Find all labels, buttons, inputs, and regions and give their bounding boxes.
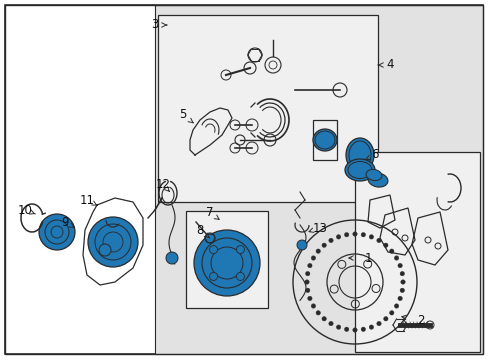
Circle shape (368, 235, 373, 239)
Text: 3: 3 (151, 18, 159, 31)
Text: 12: 12 (155, 179, 170, 192)
Circle shape (39, 214, 75, 250)
Ellipse shape (348, 141, 370, 169)
Circle shape (305, 271, 309, 276)
Circle shape (204, 233, 215, 243)
Circle shape (321, 243, 325, 247)
Text: 5: 5 (179, 108, 186, 122)
Text: 9: 9 (61, 216, 69, 229)
Circle shape (194, 230, 260, 296)
Circle shape (296, 240, 306, 250)
Circle shape (165, 252, 178, 264)
Circle shape (344, 233, 348, 237)
Text: 2: 2 (416, 314, 424, 327)
Circle shape (397, 296, 402, 301)
Bar (158, 15, 377, 202)
Circle shape (399, 288, 404, 293)
Bar (155, 5, 482, 354)
Circle shape (397, 264, 402, 268)
Circle shape (310, 256, 315, 260)
Circle shape (389, 249, 393, 253)
Circle shape (209, 273, 217, 280)
Circle shape (383, 243, 387, 247)
Circle shape (99, 244, 111, 256)
Circle shape (352, 328, 356, 332)
Circle shape (328, 321, 332, 326)
Circle shape (344, 327, 348, 332)
Circle shape (51, 226, 63, 238)
Circle shape (45, 220, 69, 244)
Circle shape (383, 316, 387, 321)
Circle shape (236, 246, 244, 253)
Circle shape (307, 264, 311, 268)
Circle shape (209, 246, 217, 253)
Circle shape (361, 233, 365, 237)
Circle shape (361, 327, 365, 332)
Bar (155, 5, 482, 354)
Bar (312, 120, 336, 160)
Circle shape (236, 273, 244, 280)
Circle shape (305, 288, 309, 293)
Circle shape (95, 224, 131, 260)
Circle shape (368, 325, 373, 329)
Text: 6: 6 (370, 148, 378, 162)
Circle shape (393, 256, 398, 260)
Ellipse shape (314, 131, 334, 149)
Circle shape (393, 304, 398, 308)
Text: 7: 7 (206, 207, 213, 220)
Circle shape (307, 296, 311, 301)
Ellipse shape (312, 129, 336, 151)
Circle shape (315, 249, 320, 253)
Circle shape (400, 280, 405, 284)
Circle shape (210, 247, 243, 279)
Circle shape (310, 304, 315, 308)
Text: 8: 8 (196, 224, 203, 237)
Text: 10: 10 (18, 203, 32, 216)
Ellipse shape (366, 170, 381, 181)
Ellipse shape (346, 138, 373, 172)
Circle shape (376, 238, 381, 243)
Circle shape (389, 311, 393, 315)
Circle shape (315, 311, 320, 315)
Circle shape (399, 271, 404, 276)
Circle shape (88, 217, 138, 267)
Circle shape (376, 321, 381, 326)
Text: 4: 4 (386, 58, 393, 72)
Circle shape (328, 238, 332, 243)
Ellipse shape (367, 173, 387, 187)
Circle shape (321, 316, 325, 321)
Text: 11: 11 (80, 194, 94, 207)
Ellipse shape (347, 162, 371, 179)
Text: 1: 1 (364, 252, 371, 265)
Text: 13: 13 (312, 221, 327, 234)
Bar (354, 152, 479, 352)
Circle shape (103, 232, 123, 252)
Circle shape (304, 280, 308, 284)
Bar (185, 211, 267, 308)
Circle shape (202, 238, 251, 288)
Ellipse shape (345, 159, 374, 181)
Circle shape (352, 232, 356, 236)
Circle shape (336, 235, 340, 239)
Circle shape (336, 325, 340, 329)
